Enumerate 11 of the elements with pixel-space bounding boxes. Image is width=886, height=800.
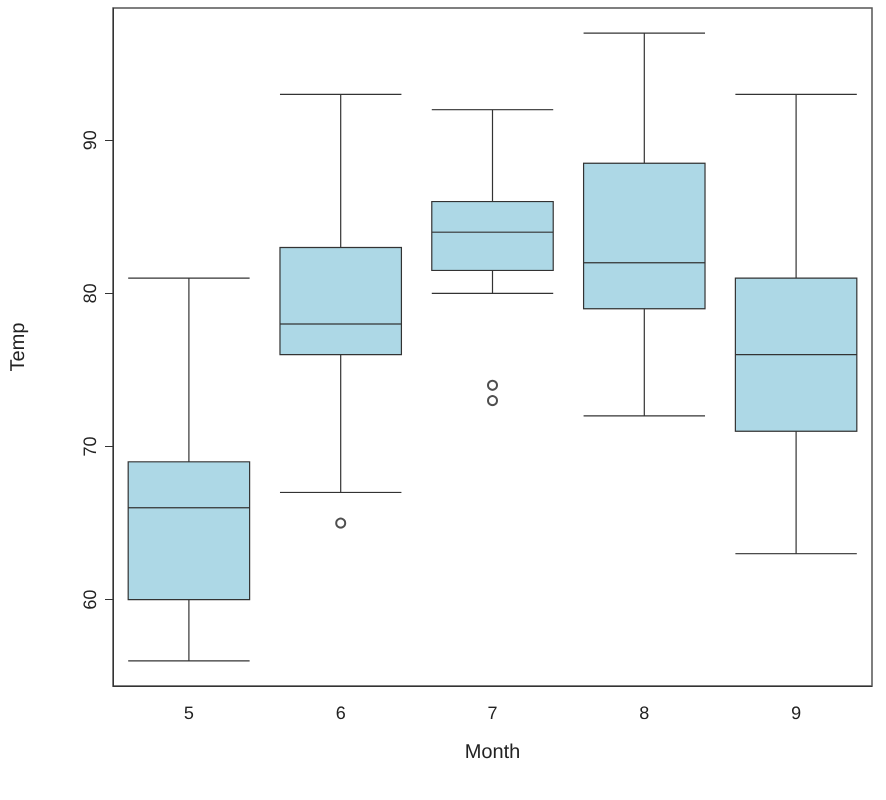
x-tick-label: 9	[791, 703, 802, 723]
x-tick-label: 8	[639, 703, 650, 723]
y-tick-label: 60	[80, 590, 100, 610]
y-tick-label: 90	[80, 130, 100, 150]
x-axis-title: Month	[464, 741, 520, 763]
y-tick-label: 80	[80, 283, 100, 304]
x-tick-label: 7	[487, 703, 498, 723]
x-tick-label: 6	[336, 703, 346, 723]
y-axis-title: Temp	[7, 322, 29, 372]
y-tick-label: 70	[80, 436, 100, 457]
x-tick-label: 5	[184, 703, 194, 723]
